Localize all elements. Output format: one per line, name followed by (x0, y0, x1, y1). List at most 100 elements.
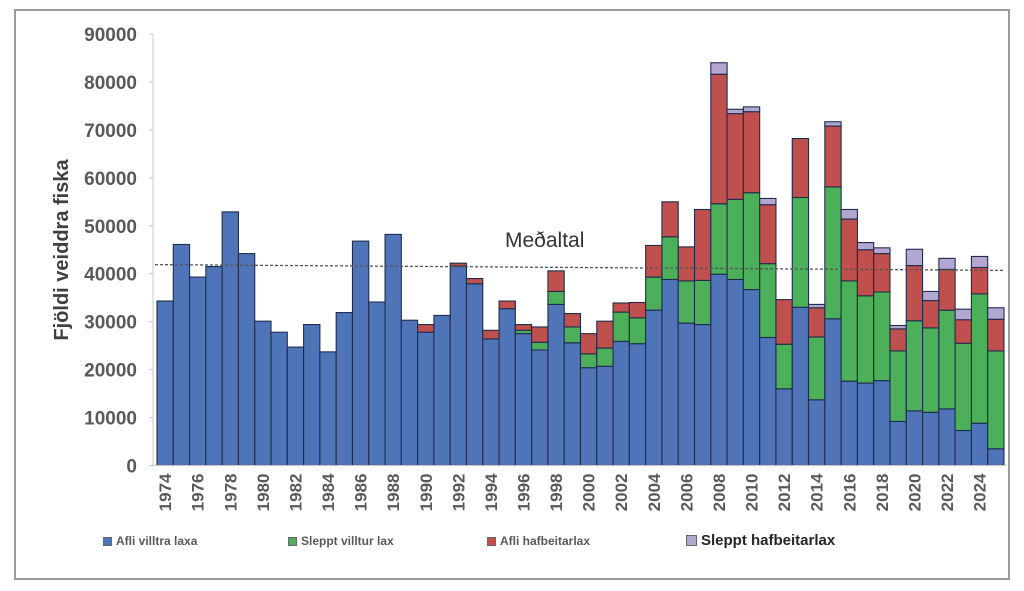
bar-group-1979 (237, 253, 256, 467)
x-tick-label: 2002 (612, 474, 631, 512)
average-line (154, 263, 1005, 272)
bar-segment-afli-villtra-laxa (807, 399, 826, 467)
bar-segment-sleppt-villtur-lax (677, 280, 696, 324)
bar-segment-afli-villtra-laxa (612, 340, 630, 467)
bar-group-1982 (286, 346, 305, 467)
y-tick-label: 50000 (84, 217, 137, 238)
bar-segment-afli-villtra-laxa (905, 410, 924, 467)
bar-segment-afli-villtra-laxa (270, 331, 288, 467)
y-tick-label: 30000 (84, 313, 137, 334)
bar-segment-sleppt-villtur-lax (579, 353, 598, 369)
bar-segment-afli-hafbeitarlax (661, 201, 679, 238)
x-tick-label: 1982 (287, 474, 306, 512)
bar-segment-sleppt-hafbeitarlax (873, 247, 891, 255)
bar-segment-afli-hafbeitarlax (759, 204, 777, 265)
bar-segment-sleppt-villtur-lax (775, 343, 793, 390)
legend-label: Sleppt hafbeitarlax (701, 532, 836, 549)
bar-segment-afli-hafbeitarlax (677, 246, 696, 282)
bar-group-2004 (645, 244, 663, 467)
bar-group-1984 (319, 351, 337, 467)
bar-group-2010 (742, 106, 761, 467)
bar-segment-afli-hafbeitarlax (482, 329, 500, 340)
bar-segment-sleppt-villtur-lax (873, 291, 891, 382)
bar-group-2008 (710, 62, 728, 467)
bar-segment-sleppt-hafbeitarlax (807, 303, 826, 309)
bar-segment-afli-hafbeitarlax (498, 300, 516, 310)
bar-segment-sleppt-hafbeitarlax (905, 248, 924, 267)
y-tick-label: 90000 (84, 25, 137, 46)
bar-segment-sleppt-hafbeitarlax (742, 106, 761, 113)
bar-group-1989 (400, 319, 419, 467)
bar-segment-afli-hafbeitarlax (726, 113, 744, 200)
bar-group-2001 (596, 320, 614, 467)
bar-segment-afli-hafbeitarlax (579, 333, 598, 355)
bar-group-2023 (954, 308, 972, 467)
bar-group-2016 (840, 208, 858, 467)
bar-segment-afli-hafbeitarlax (563, 312, 582, 328)
bar-segment-sleppt-villtur-lax (547, 290, 565, 305)
bar-segment-afli-hafbeitarlax (807, 307, 826, 338)
bar-group-1996 (514, 323, 533, 467)
legend-item-sleppt-villtur: Sleppt villtur lax (288, 534, 394, 548)
bar-group-2021 (922, 290, 940, 467)
bar-group-1980 (254, 320, 272, 467)
bar-segment-sleppt-villtur-lax (938, 309, 956, 410)
bar-segment-sleppt-hafbeitarlax (710, 62, 728, 75)
bar-segment-afli-hafbeitarlax (417, 323, 435, 333)
bar-segment-sleppt-hafbeitarlax (889, 324, 907, 330)
x-tick-label: 1990 (417, 474, 436, 512)
bar-group-2003 (628, 301, 647, 467)
x-tick-label: 2012 (775, 474, 794, 512)
bar-segment-afli-villtra-laxa (759, 336, 777, 467)
bar-group-2002 (612, 302, 630, 467)
bar-segment-sleppt-villtur-lax (759, 263, 777, 339)
bar-segment-afli-villtra-laxa (563, 342, 582, 467)
x-tick-label: 2008 (710, 474, 729, 512)
bar-group-1998 (547, 270, 565, 467)
bar-segment-afli-villtra-laxa (579, 367, 598, 467)
legend-item-afli-villtra: Afli villtra laxa (103, 534, 197, 548)
bar-segment-afli-villtra-laxa (889, 420, 907, 467)
bar-segment-afli-hafbeitarlax (905, 265, 924, 322)
legend-swatch (686, 535, 697, 546)
bar-segment-sleppt-villtur-lax (840, 280, 858, 382)
bar-segment-afli-villtra-laxa (856, 382, 875, 467)
x-tick-label: 1980 (254, 474, 273, 512)
bar-group-2005 (661, 201, 679, 467)
bar-segment-afli-hafbeitarlax (954, 319, 972, 344)
y-tick-label: 80000 (84, 73, 137, 94)
bar-segment-afli-villtra-laxa (156, 300, 174, 467)
bar-segment-sleppt-villtur-lax (531, 341, 549, 351)
bar-segment-afli-villtra-laxa (645, 309, 663, 467)
bar-segment-afli-villtra-laxa (938, 408, 956, 467)
bar-segment-afli-hafbeitarlax (465, 277, 484, 285)
bar-segment-afli-villtra-laxa (954, 429, 972, 467)
bar-segment-sleppt-villtur-lax (612, 311, 630, 342)
legend: Afli villtra laxa Sleppt villtur lax Afl… (0, 532, 1024, 554)
bar-segment-afli-villtra-laxa (221, 211, 239, 467)
bar-segment-afli-villtra-laxa (319, 351, 337, 467)
bar-group-2014 (807, 303, 826, 467)
bar-segment-afli-hafbeitarlax (710, 73, 728, 205)
bar-segment-afli-villtra-laxa (351, 240, 370, 467)
bar-group-2022 (938, 257, 956, 467)
bar-segment-afli-hafbeitarlax (922, 300, 940, 329)
bar-segment-afli-villtra-laxa (596, 365, 614, 467)
bar-segment-sleppt-villtur-lax (645, 276, 663, 311)
bar-segment-sleppt-villtur-lax (628, 317, 647, 345)
bar-segment-afli-villtra-laxa (514, 333, 533, 467)
bar-group-1994 (482, 329, 500, 467)
x-tick-label: 2020 (905, 474, 924, 512)
x-axis: 1974 1976 1978 1980 1982 1984 1986 1988 1990 1992… (153, 465, 1006, 512)
bar-segment-sleppt-villtur-lax (791, 196, 810, 308)
bar-segment-sleppt-villtur-lax (726, 198, 744, 281)
bar-group-2017 (856, 242, 875, 467)
bar-segment-afli-villtra-laxa (693, 323, 712, 467)
bar-segment-sleppt-villtur-lax (661, 236, 679, 281)
bar-group-1974 (156, 300, 174, 467)
bar-segment-afli-villtra-laxa (205, 265, 223, 467)
bar-segment-afli-villtra-laxa (498, 308, 516, 467)
bar-group-2011 (759, 197, 777, 467)
bar-group-1985 (335, 312, 354, 467)
bar-segment-afli-villtra-laxa (873, 380, 891, 467)
